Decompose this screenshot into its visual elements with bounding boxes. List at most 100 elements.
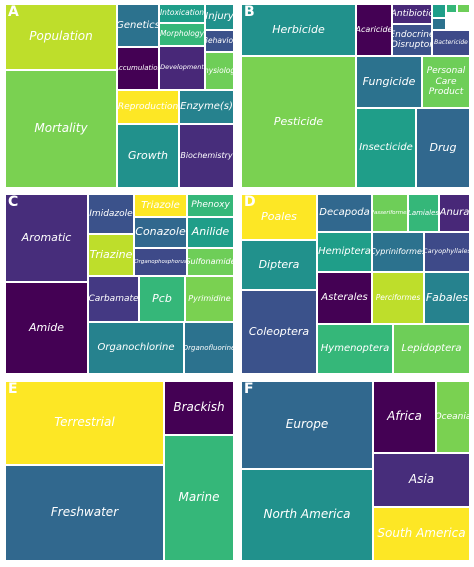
treemap-tile: Drug (416, 108, 470, 188)
tile-label: Organophosphorus (134, 258, 187, 265)
treemap-tile: Triazole (134, 194, 187, 217)
treemap-tile: Morphology (159, 23, 205, 46)
treemap-tile: South America (373, 507, 470, 561)
tile-label: Mortality (34, 121, 88, 136)
treemap-panel-e: Terrestrial Freshwater Brackish Marine E (5, 381, 234, 561)
tile-label: Hemiptera (318, 246, 371, 258)
treemap-tile: Triazine (88, 234, 134, 276)
treemap-tile: Enzyme(s) (179, 90, 234, 124)
tile-label: Anura (439, 207, 470, 219)
panel-letter: D (244, 194, 256, 210)
tile-label: Decapoda (319, 207, 370, 219)
treemap-tile: Reproduction (117, 90, 179, 124)
tile-label: North America (263, 507, 351, 522)
tile-label: Poales (261, 209, 297, 223)
tile-label: Organofluorine (184, 343, 234, 352)
treemap-tile (432, 18, 446, 30)
tile-label: Fabales (425, 290, 469, 304)
tile-label: Phenoxy (191, 200, 230, 211)
tile-label: Endocrine Disruptor (392, 29, 432, 50)
treemap-panel-c: Aromatic Amide Imidazole Triazole Phenoxy Con… (5, 194, 234, 374)
tile-label: Antibiotic (392, 8, 432, 19)
treemap-tile: Behavior (205, 30, 234, 52)
tile-label: Herbicide (272, 22, 325, 36)
tile-label: Population (29, 29, 93, 44)
treemap-tile: Lamiales (408, 194, 439, 232)
panel-letter: B (244, 4, 255, 20)
tile-label: Carbamate (88, 293, 139, 304)
treemap-tile: Europe (241, 381, 373, 469)
treemap-tile: Aromatic (5, 194, 88, 282)
treemap-tile: Pyrimidine (185, 276, 234, 322)
tile-label: Injury (205, 11, 234, 23)
tile-label: Physiology (206, 65, 233, 75)
treemap-tile: Conazole (134, 217, 187, 248)
treemap-tile: Physiology (205, 52, 234, 90)
treemap-panel-f: Europe North America Africa Oceania Asia Sout… (241, 381, 470, 561)
tile-label: Amide (28, 320, 65, 334)
treemap-tile (432, 4, 446, 18)
tile-label: Pesticide (273, 114, 324, 128)
treemap-tile: Mortality (5, 70, 117, 188)
treemap-tile: Endocrine Disruptor (392, 24, 432, 56)
treemap-tile: North America (241, 469, 373, 561)
treemap-tile: Phenoxy (187, 194, 234, 217)
panel-letter: F (244, 381, 254, 397)
treemap-tile: Africa (373, 381, 436, 453)
tile-label: Personal Care Product (426, 66, 466, 98)
treemap-tile: Population (5, 4, 117, 70)
tile-label: Accumulation (118, 64, 158, 73)
treemap-tile: Development (159, 46, 205, 90)
treemap-tile: Marine (164, 435, 234, 561)
tile-label: Aromatic (21, 230, 72, 244)
tile-label: Terrestrial (54, 415, 115, 430)
tile-label: Intoxication (159, 8, 205, 18)
treemap-tile: Anura (439, 194, 470, 232)
treemap-tile: Perciformes (372, 272, 424, 324)
treemap-tile: Cypriniformes (372, 232, 424, 272)
tile-label: Imidazole (89, 208, 133, 219)
treemap-tile: Diptera (241, 240, 317, 290)
treemap-tile: Growth (117, 124, 179, 188)
treemap-tile: Hymenoptera (317, 324, 393, 374)
tile-label: Bactericide (434, 38, 468, 46)
tile-label: Pcb (152, 291, 172, 305)
treemap-tile: Fabales (424, 272, 470, 324)
tile-label: Behavior (206, 35, 234, 45)
tile-label: Brackish (173, 400, 225, 415)
treemap-tile: Coleoptera (241, 290, 317, 374)
tile-label: Diptera (258, 257, 300, 271)
treemap-tile: Organochlorine (88, 322, 184, 374)
treemap-tile: Asia (373, 453, 470, 507)
treemap-tile: Genetics (117, 4, 159, 47)
tile-label: Biochemistry (180, 151, 233, 161)
treemap-tile: Freshwater (5, 465, 164, 561)
treemap-tile: Fungicide (356, 56, 422, 108)
treemap-panel-a: Population Mortality Genetics Intoxication I… (5, 4, 234, 188)
tile-label: Africa (387, 409, 422, 424)
treemap-tile: Caryophyllales (424, 232, 470, 272)
treemap-tile: Intoxication (159, 4, 205, 23)
treemap-tile: Carbamate (88, 276, 139, 322)
panel-letter: C (8, 194, 19, 210)
tile-label: Development (160, 63, 204, 72)
treemap-tile: Anilide (187, 217, 234, 248)
tile-label: Oceania (436, 411, 470, 422)
tile-label: Europe (285, 417, 329, 432)
tile-label: Cypriniformes (372, 247, 424, 257)
tile-label: Conazole (135, 225, 186, 239)
treemap-tile: Biochemistry (179, 124, 234, 188)
treemap-tile: Bactericide (432, 30, 470, 56)
tile-label: Coleoptera (248, 324, 310, 338)
treemap-tile: Hemiptera (317, 232, 372, 272)
treemap-tile: Oceania (436, 381, 470, 453)
treemap-tile: Brackish (164, 381, 234, 435)
tile-label: Morphology (159, 29, 205, 39)
tile-label: Passeriformes (372, 209, 408, 216)
treemap-tile: Pcb (139, 276, 185, 322)
tile-label: Acaricide (356, 25, 392, 35)
tile-label: Drug (429, 140, 457, 154)
treemap-tile: Lepidoptera (393, 324, 470, 374)
tile-label: Freshwater (50, 505, 119, 520)
tile-label: Asia (408, 472, 435, 487)
